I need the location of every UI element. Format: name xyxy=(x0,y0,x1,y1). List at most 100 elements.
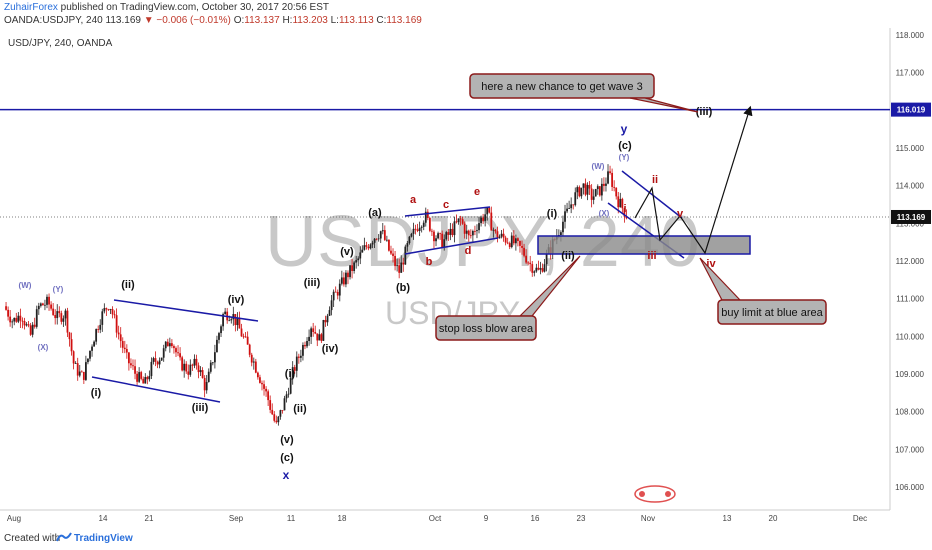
candle-body xyxy=(412,228,415,234)
level-price-tag xyxy=(891,102,931,117)
price-tick-label: 114.000 xyxy=(896,182,925,191)
candle-body xyxy=(451,228,454,236)
candle-body xyxy=(269,400,272,410)
candle-body xyxy=(242,336,245,338)
channel-lower-line[interactable] xyxy=(91,376,221,403)
candle-body xyxy=(230,319,233,321)
candle-body xyxy=(203,377,206,391)
candle-body xyxy=(510,235,513,248)
candle-body xyxy=(27,324,30,326)
callout-wave3-text: here a new chance to get wave 3 xyxy=(481,81,642,93)
candle-body xyxy=(332,291,335,301)
projected-wave-path[interactable] xyxy=(634,105,753,255)
ohlc-line: OANDA:USDJPY, 240 113.169 ▼ −0.006 (−0.0… xyxy=(4,15,422,26)
candle-body xyxy=(373,238,376,243)
symbol-label: OANDA:USDJPY, 240 xyxy=(4,15,103,26)
candle-body xyxy=(160,357,163,361)
chart-title: USD/JPY, 240, OANDA xyxy=(8,38,113,49)
candle-body xyxy=(502,233,505,238)
trend-channels[interactable] xyxy=(91,105,753,403)
candle-body xyxy=(396,265,399,267)
candle-body xyxy=(89,350,91,359)
author-link[interactable]: ZuhairForex xyxy=(4,2,58,13)
callout-wave3[interactable]: here a new chance to get wave 3 xyxy=(469,73,699,113)
candle-body xyxy=(406,243,409,247)
candle-body xyxy=(74,363,77,364)
wave-label: b xyxy=(426,256,433,268)
candle-body xyxy=(494,229,497,232)
channel-upper-line[interactable] xyxy=(113,299,259,322)
triangle-upper-line[interactable] xyxy=(404,206,491,217)
candle-body xyxy=(367,246,370,249)
candle-body xyxy=(512,235,515,244)
candle-body xyxy=(508,243,511,248)
time-tick-label: Nov xyxy=(641,514,655,523)
wave-label: (i) xyxy=(285,368,296,380)
tradingview-link[interactable]: TradingView xyxy=(74,533,133,544)
candle-body xyxy=(443,239,446,248)
candle-body xyxy=(185,363,188,372)
candle-body xyxy=(490,212,493,231)
wave-label: (iii) xyxy=(696,106,713,118)
candle-body xyxy=(609,171,611,173)
time-tick-label: 21 xyxy=(145,514,154,523)
price-chart[interactable]: 118.000117.000116.000115.000114.000113.0… xyxy=(0,28,932,525)
candle-body xyxy=(23,321,26,326)
candle-body xyxy=(181,357,184,371)
candle-body xyxy=(173,346,175,349)
triangle-lower-line[interactable] xyxy=(404,237,499,255)
candle-body xyxy=(125,349,128,353)
candle-body xyxy=(361,249,364,253)
current-price-tag xyxy=(891,209,931,224)
candle-body xyxy=(580,187,583,197)
candle-body xyxy=(496,231,499,239)
candle-body xyxy=(574,192,577,206)
candle-body xyxy=(576,187,579,193)
candle-body xyxy=(482,217,485,221)
candle-body xyxy=(306,341,308,347)
candle-body xyxy=(224,311,227,315)
candle-body xyxy=(351,265,353,271)
candle-body xyxy=(261,382,263,385)
publish-text: published on TradingView.com, October 30… xyxy=(57,2,330,13)
candle-body xyxy=(183,363,186,371)
candle-body xyxy=(375,238,378,240)
wedge-upper-line[interactable] xyxy=(621,170,683,219)
candle-body xyxy=(588,185,591,189)
callout-stop-loss[interactable]: stop loss blow area xyxy=(435,255,581,341)
decorative-badge xyxy=(634,485,676,503)
candle-body xyxy=(29,325,32,335)
candle-body xyxy=(424,211,427,223)
candle-body xyxy=(154,358,157,362)
wave-label: (ii) xyxy=(121,279,135,291)
candle-body xyxy=(570,204,573,209)
callout-buy-limit-text: buy limit at blue area xyxy=(721,307,823,319)
candle-body xyxy=(291,367,294,378)
candle-body xyxy=(115,315,118,333)
candle-body xyxy=(416,229,419,231)
time-tick-label: 23 xyxy=(577,514,586,523)
candle-body xyxy=(121,341,124,348)
candle-body xyxy=(422,222,425,227)
candle-body xyxy=(605,183,607,186)
wave-label: x xyxy=(283,468,290,482)
candle-body xyxy=(345,272,347,285)
tradingview-logo-icon[interactable] xyxy=(56,531,72,543)
candle-body xyxy=(568,208,571,209)
candle-body xyxy=(525,255,528,263)
candle-body xyxy=(314,332,317,334)
candle-body xyxy=(144,377,147,384)
candle-body xyxy=(52,308,55,315)
candle-body xyxy=(117,332,120,335)
callout-buy-limit[interactable]: buy limit at blue area xyxy=(699,257,827,325)
candle-body xyxy=(476,230,478,232)
candle-body xyxy=(418,227,421,231)
candle-body xyxy=(295,356,298,371)
close-value: 113.169 xyxy=(386,15,422,26)
candle-body xyxy=(113,314,116,316)
time-tick-label: 13 xyxy=(723,514,732,523)
wave-label: a xyxy=(410,194,417,206)
candle-body xyxy=(433,231,435,242)
candle-body xyxy=(506,242,509,244)
price-change: ▼ −0.006 (−0.01%) xyxy=(143,15,231,26)
